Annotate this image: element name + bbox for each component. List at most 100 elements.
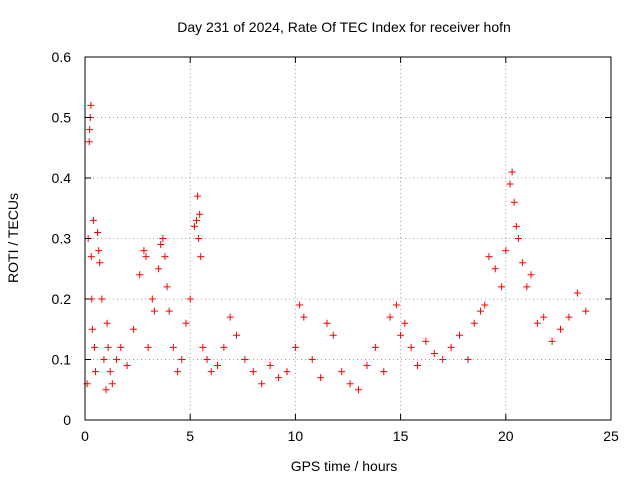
- data-point: [371, 343, 379, 351]
- data-point: [258, 380, 266, 388]
- data-point: [392, 301, 400, 309]
- data-point: [447, 343, 455, 351]
- data-point: [397, 331, 405, 339]
- data-point: [186, 295, 194, 303]
- y-tick-label: 0.2: [52, 291, 72, 307]
- data-point: [199, 343, 207, 351]
- data-point: [498, 283, 506, 291]
- data-point: [514, 235, 522, 242]
- data-point: [491, 265, 499, 273]
- data-point: [573, 289, 581, 297]
- data-point: [87, 101, 95, 109]
- data-point: [317, 374, 325, 382]
- data-point: [148, 295, 156, 303]
- data-point: [300, 313, 308, 321]
- data-point: [169, 343, 177, 351]
- data-point: [157, 241, 165, 249]
- data-point: [512, 222, 520, 230]
- data-point: [329, 331, 337, 339]
- data-point: [92, 368, 100, 376]
- x-tick-label: 10: [288, 428, 304, 444]
- data-point: [241, 356, 249, 363]
- data-point: [422, 337, 430, 345]
- data-point: [207, 368, 215, 376]
- data-point: [470, 319, 478, 327]
- data-point: [386, 313, 394, 321]
- data-point: [527, 271, 535, 279]
- data-point: [194, 192, 202, 200]
- data-point: [163, 283, 171, 291]
- data-point: [363, 362, 371, 370]
- data-point: [510, 198, 518, 206]
- data-point: [144, 343, 152, 351]
- data-point: [193, 216, 201, 224]
- data-point: [178, 356, 186, 363]
- data-point: [150, 307, 158, 315]
- data-point: [266, 362, 274, 370]
- data-point: [582, 307, 590, 315]
- data-point: [85, 138, 93, 146]
- data-point: [95, 247, 103, 255]
- data-point: [557, 325, 565, 333]
- data-point: [508, 168, 516, 176]
- data-point: [195, 235, 203, 242]
- data-point: [291, 343, 299, 351]
- data-point: [407, 343, 415, 351]
- data-point: [103, 319, 111, 327]
- data-point: [439, 356, 447, 363]
- data-point: [413, 362, 421, 370]
- data-point: [88, 325, 96, 333]
- data-point: [275, 374, 283, 382]
- data-point: [220, 343, 228, 351]
- data-point: [196, 210, 204, 218]
- data-point: [533, 319, 541, 327]
- data-point: [155, 265, 163, 273]
- data-point: [464, 356, 472, 363]
- data-point: [296, 301, 304, 309]
- data-point: [102, 386, 110, 394]
- data-point: [136, 271, 144, 279]
- grid-lines: [85, 57, 611, 420]
- y-tick-label: 0.4: [52, 170, 72, 186]
- x-axis-label: GPS time / hours: [291, 458, 398, 474]
- data-point: [565, 313, 573, 321]
- y-tick-label: 0.5: [52, 110, 72, 126]
- data-point: [190, 222, 198, 230]
- data-point: [523, 283, 531, 291]
- data-point: [548, 337, 556, 345]
- data-point: [89, 216, 97, 224]
- data-point: [477, 307, 485, 315]
- data-point: [197, 253, 205, 261]
- axis-ticks: 0 5 10 15 20 25 0 0.1 0.2 0.3 0.4 0.5 0.6: [52, 49, 619, 444]
- data-point: [100, 356, 108, 363]
- data-point: [485, 253, 493, 261]
- data-point: [161, 253, 169, 261]
- data-point: [249, 368, 257, 376]
- data-point: [519, 259, 527, 267]
- data-point: [129, 325, 137, 333]
- data-point: [159, 235, 167, 242]
- data-point: [346, 380, 354, 388]
- data-point: [86, 126, 94, 134]
- data-point: [308, 356, 316, 363]
- data-point: [506, 180, 514, 188]
- data-point: [203, 356, 211, 363]
- x-tick-label: 25: [603, 428, 619, 444]
- x-tick-label: 15: [393, 428, 409, 444]
- data-point: [323, 319, 331, 327]
- data-point: [214, 362, 222, 370]
- data-point: [117, 343, 125, 351]
- y-tick-label: 0.3: [52, 231, 72, 247]
- data-point: [174, 368, 182, 376]
- x-tick-label: 0: [81, 428, 89, 444]
- data-point: [98, 295, 106, 303]
- data-point: [540, 313, 548, 321]
- data-point: [338, 368, 346, 376]
- y-tick-label: 0: [63, 412, 71, 428]
- x-tick-label: 20: [498, 428, 514, 444]
- data-point: [113, 356, 121, 363]
- y-tick-label: 0.6: [52, 49, 72, 65]
- data-point: [108, 380, 116, 388]
- data-point: [456, 331, 464, 339]
- data-point: [430, 349, 438, 357]
